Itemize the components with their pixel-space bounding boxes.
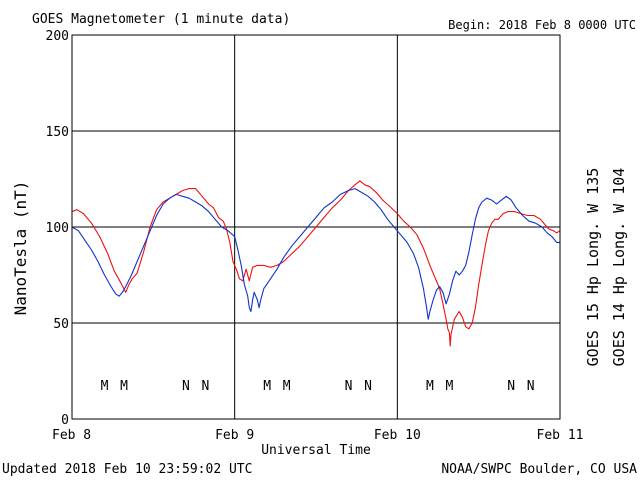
y-tick-label: 200	[46, 29, 69, 44]
y-tick-label: 0	[61, 413, 69, 428]
event-marker-n: N	[182, 379, 190, 394]
x-tick-label: Feb 9	[215, 428, 254, 443]
y-tick-label: 100	[46, 221, 69, 236]
series-line-goes15	[71, 180, 561, 347]
plot-frame	[71, 34, 561, 420]
x-axis-label: Universal Time	[261, 443, 371, 458]
y-tick-labels: 0 50 100 150 200	[46, 29, 69, 428]
event-marker-m: M	[120, 379, 128, 394]
credit-text: NOAA/SWPC Boulder, CO USA	[441, 462, 637, 477]
event-marker-n: N	[345, 379, 353, 394]
x-tick-label: Feb 11	[537, 428, 584, 443]
event-marker-m: M	[283, 379, 291, 394]
event-marker-n: N	[527, 379, 535, 394]
x-tick-label: Feb 10	[374, 428, 421, 443]
event-marker-n: N	[507, 379, 515, 394]
series-line-goes14	[71, 188, 560, 320]
chart-title: GOES Magnetometer (1 minute data)	[32, 12, 290, 27]
event-marker-n: N	[364, 379, 372, 394]
begin-timestamp: Begin: 2018 Feb 8 0000 UTC	[448, 18, 636, 32]
y-axis-label: NanoTesla (nT)	[11, 181, 30, 316]
event-marker-m: M	[101, 379, 109, 394]
event-marker-m: M	[263, 379, 271, 394]
event-marker-m: M	[445, 379, 453, 394]
y-tick-label: 50	[53, 317, 69, 332]
updated-timestamp: Updated 2018 Feb 10 23:59:02 UTC	[2, 462, 252, 477]
grid-lines	[72, 35, 560, 419]
event-marker-m: M	[426, 379, 434, 394]
event-marker-n: N	[201, 379, 209, 394]
series-lines	[71, 180, 561, 347]
x-tick-labels: Feb 8 Feb 9 Feb 10 Feb 11	[52, 428, 583, 443]
legend-item-goes15: GOES 15 Hp Long. W 135	[584, 168, 602, 367]
legend: GOES 15 Hp Long. W 135 GOES 14 Hp Long. W…	[584, 168, 628, 367]
legend-item-goes14: GOES 14 Hp Long. W 104	[610, 168, 628, 367]
y-tick-label: 150	[46, 125, 69, 140]
x-tick-label: Feb 8	[52, 428, 91, 443]
